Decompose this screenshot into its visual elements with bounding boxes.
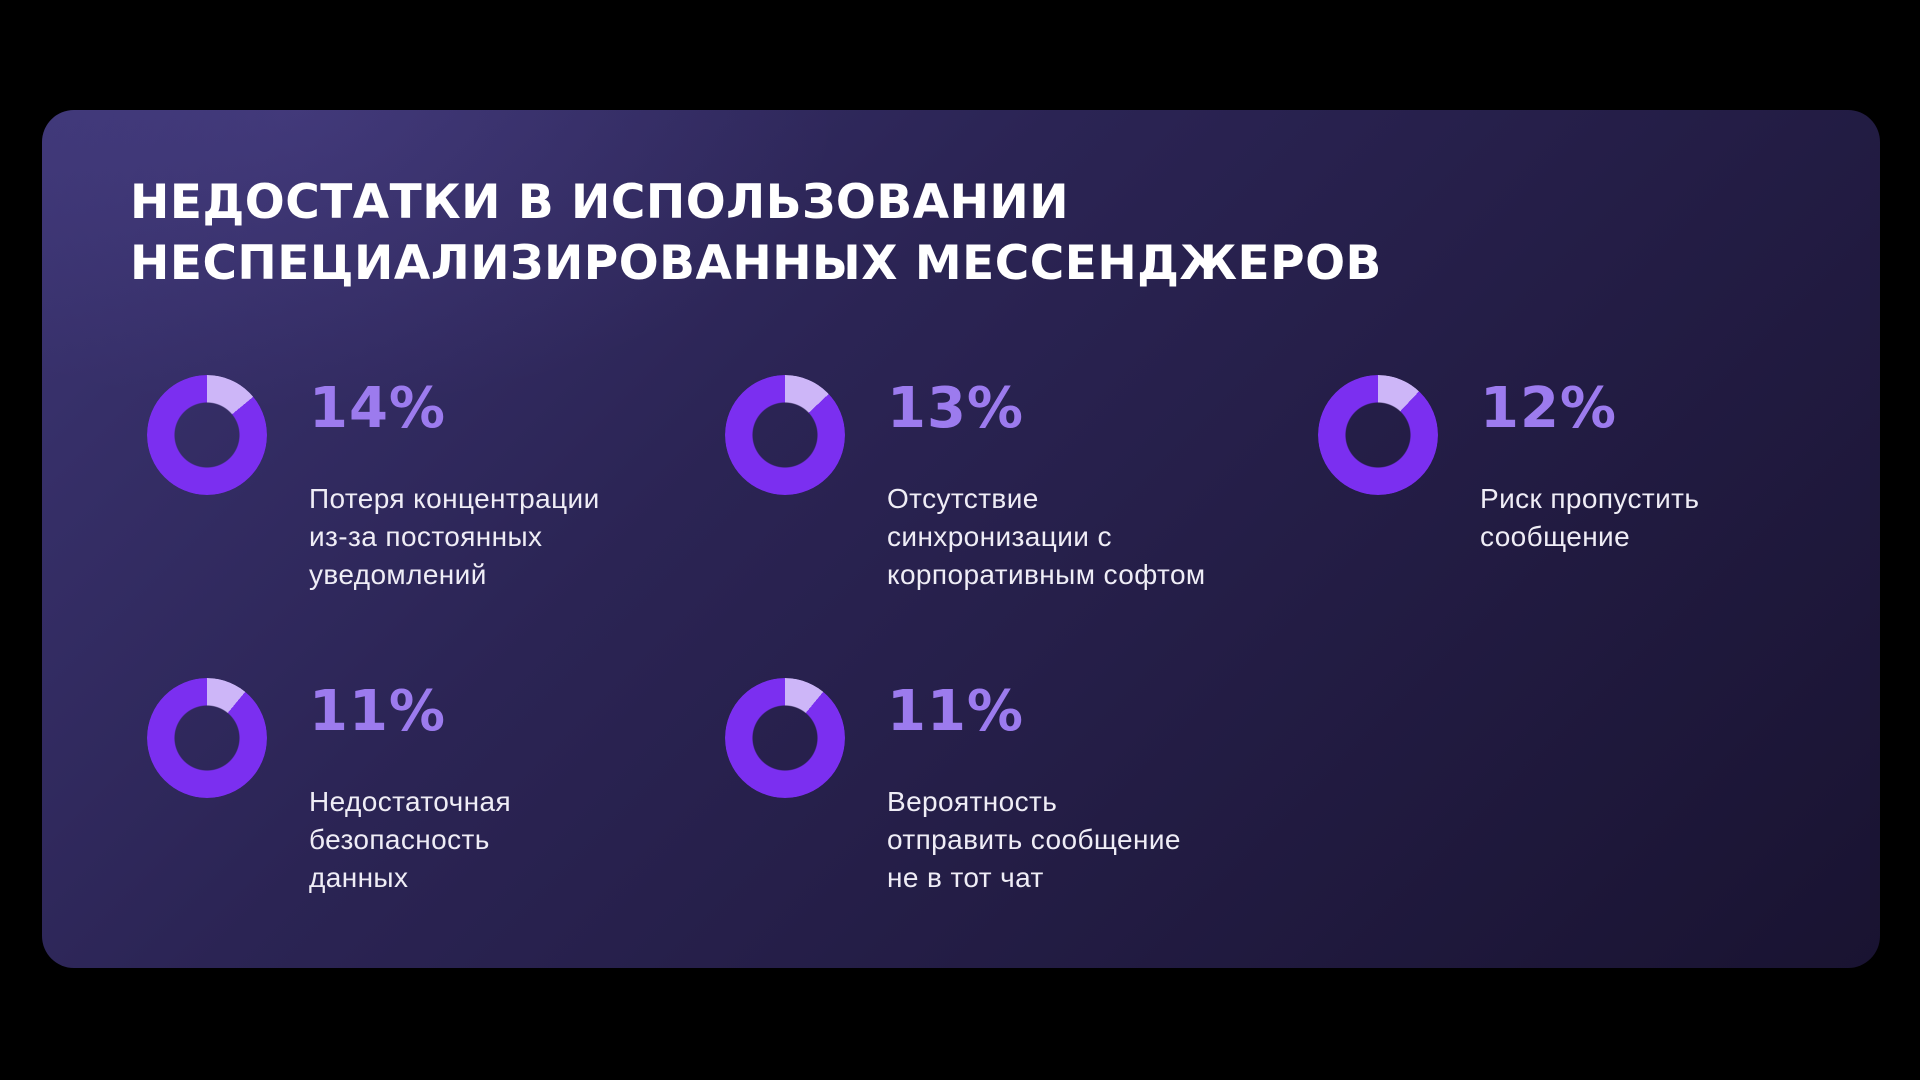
stat-value: 11% xyxy=(887,679,1025,744)
stat-text: 11% Недостаточная безопасность данных xyxy=(309,678,725,897)
donut-chart xyxy=(725,375,845,495)
title-line-1: НЕДОСТАТКИ В ИСПОЛЬЗОВАНИИ xyxy=(130,175,1070,230)
stat-label: Недостаточная безопасность данных xyxy=(309,786,512,893)
stats-grid: 14% Потеря концентрации из-за постоянных… xyxy=(147,375,1910,981)
slide-title: НЕДОСТАТКИ В ИСПОЛЬЗОВАНИИ НЕСПЕЦИАЛИЗИРО… xyxy=(130,172,1382,294)
stat-label: Риск пропустить сообщение xyxy=(1480,483,1700,552)
donut-chart xyxy=(725,678,845,798)
title-line-2: НЕСПЕЦИАЛИЗИРОВАННЫХ МЕССЕНДЖЕРОВ xyxy=(130,236,1382,291)
stat-value: 11% xyxy=(309,679,447,744)
stat-text: 11% Вероятность отправить сообщение не в… xyxy=(887,678,1317,897)
stat-value: 12% xyxy=(1480,376,1618,441)
slide-card: НЕДОСТАТКИ В ИСПОЛЬЗОВАНИИ НЕСПЕЦИАЛИЗИРО… xyxy=(42,110,1880,968)
stat-value: 13% xyxy=(887,376,1025,441)
stat-text: 14% Потеря концентрации из-за постоянных… xyxy=(309,375,725,594)
donut-chart xyxy=(147,375,267,495)
stat-text: 13% Отсутствие синхронизации с корпорати… xyxy=(887,375,1317,594)
stat-value: 14% xyxy=(309,376,447,441)
stat-item-security: 11% Недостаточная безопасность данных xyxy=(147,678,725,981)
stat-text: 12% Риск пропустить сообщение xyxy=(1480,375,1910,556)
donut-chart xyxy=(147,678,267,798)
donut-chart xyxy=(1318,375,1438,495)
stat-item-sync: 13% Отсутствие синхронизации с корпорати… xyxy=(725,375,1318,678)
stat-item-concentration: 14% Потеря концентрации из-за постоянных… xyxy=(147,375,725,678)
stat-label: Отсутствие синхронизации с корпоративным… xyxy=(887,483,1206,590)
stat-label: Вероятность отправить сообщение не в тот… xyxy=(887,786,1181,893)
stat-item-wrong-chat: 11% Вероятность отправить сообщение не в… xyxy=(725,678,1318,981)
stat-item-missed-message: 12% Риск пропустить сообщение xyxy=(1318,375,1910,678)
stat-label: Потеря концентрации из-за постоянных уве… xyxy=(309,483,600,590)
